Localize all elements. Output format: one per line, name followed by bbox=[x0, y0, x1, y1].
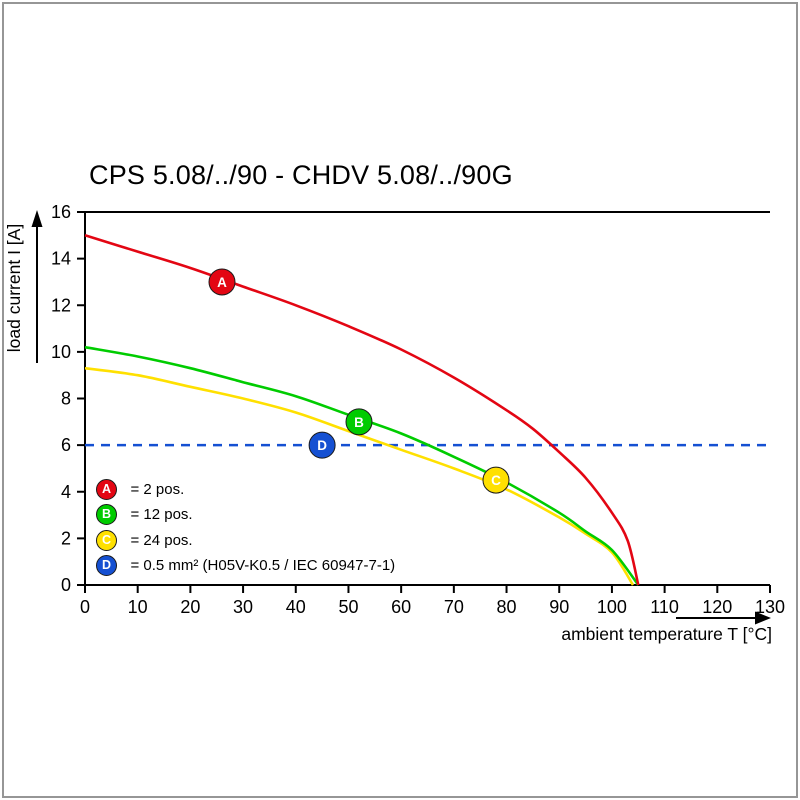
legend: A = 2 pos. B = 12 pos. C = 24 pos. D = 0… bbox=[96, 479, 395, 580]
legend-item-d: D = 0.5 mm² (H05V-K0.5 / IEC 60947-7-1) bbox=[96, 554, 396, 576]
curve-marker-letter-D: D bbox=[317, 438, 327, 453]
curve-marker-B bbox=[345, 408, 373, 436]
curve-A bbox=[84, 234, 640, 586]
legend-marker-b: B bbox=[96, 504, 117, 526]
y-tick-label: 10 bbox=[51, 342, 71, 362]
legend-marker-d: D bbox=[96, 554, 117, 576]
legend-marker-a: A bbox=[96, 479, 117, 500]
x-tick-label: 60 bbox=[391, 597, 411, 617]
curve-marker-letter-B: B bbox=[354, 415, 364, 430]
legend-label-d: = 0.5 mm² (H05V-K0.5 / IEC 60947-7-1) bbox=[130, 556, 396, 574]
curve-marker-C bbox=[482, 466, 510, 494]
x-tick-label: 130 bbox=[755, 597, 785, 617]
x-tick-label: 120 bbox=[702, 597, 732, 617]
y-tick-label: 8 bbox=[61, 389, 71, 409]
x-axis-arrow-head bbox=[755, 611, 771, 625]
y-tick-label: 16 bbox=[51, 202, 71, 222]
x-axis-title: ambient temperature T [°C] bbox=[561, 624, 772, 644]
y-tick-label: 4 bbox=[61, 482, 71, 502]
y-tick-label: 2 bbox=[61, 528, 71, 548]
legend-item-c: C = 24 pos. bbox=[96, 529, 395, 551]
x-tick-label: 30 bbox=[233, 597, 253, 617]
y-tick-label: 0 bbox=[61, 575, 71, 595]
x-tick-label: 100 bbox=[597, 597, 627, 617]
legend-label-c: = 24 pos. bbox=[130, 531, 193, 549]
y-tick-label: 6 bbox=[61, 435, 71, 455]
curve-C bbox=[84, 366, 635, 586]
legend-marker-c: C bbox=[96, 529, 117, 551]
curve-marker-letter-C: C bbox=[491, 473, 501, 488]
x-tick-label: 90 bbox=[549, 597, 569, 617]
x-tick-label: 50 bbox=[338, 597, 358, 617]
legend-label-a: = 2 pos. bbox=[130, 481, 185, 498]
legend-item-a: A = 2 pos. bbox=[96, 479, 395, 500]
curve-marker-letter-A: A bbox=[217, 275, 227, 290]
y-axis-arrow-head bbox=[31, 210, 43, 227]
x-tick-label: 0 bbox=[80, 597, 90, 617]
curve-marker-D bbox=[308, 431, 336, 459]
x-tick-label: 10 bbox=[128, 597, 148, 617]
x-tick-label: 40 bbox=[286, 597, 306, 617]
x-tick-label: 20 bbox=[180, 597, 200, 617]
x-tick-label: 110 bbox=[650, 597, 679, 617]
x-tick-label: 80 bbox=[497, 597, 517, 617]
curve-B bbox=[84, 345, 640, 586]
chart-title: CPS 5.08/../90 - CHDV 5.08/../90G bbox=[89, 160, 513, 190]
legend-item-b: B = 12 pos. bbox=[96, 504, 395, 526]
legend-label-b: = 12 pos. bbox=[130, 506, 193, 524]
plot-generated-content: 0 10 20 30 40 50 60 70 80 90 100 110 120 130 0 2 4 6 8 10 12… bbox=[51, 202, 785, 617]
y-tick-label: 14 bbox=[51, 249, 71, 269]
curve-marker-A bbox=[208, 268, 236, 296]
y-axis-title: load current I [A] bbox=[4, 224, 24, 352]
x-tick-label: 70 bbox=[444, 597, 464, 617]
y-tick-label: 12 bbox=[51, 295, 71, 315]
